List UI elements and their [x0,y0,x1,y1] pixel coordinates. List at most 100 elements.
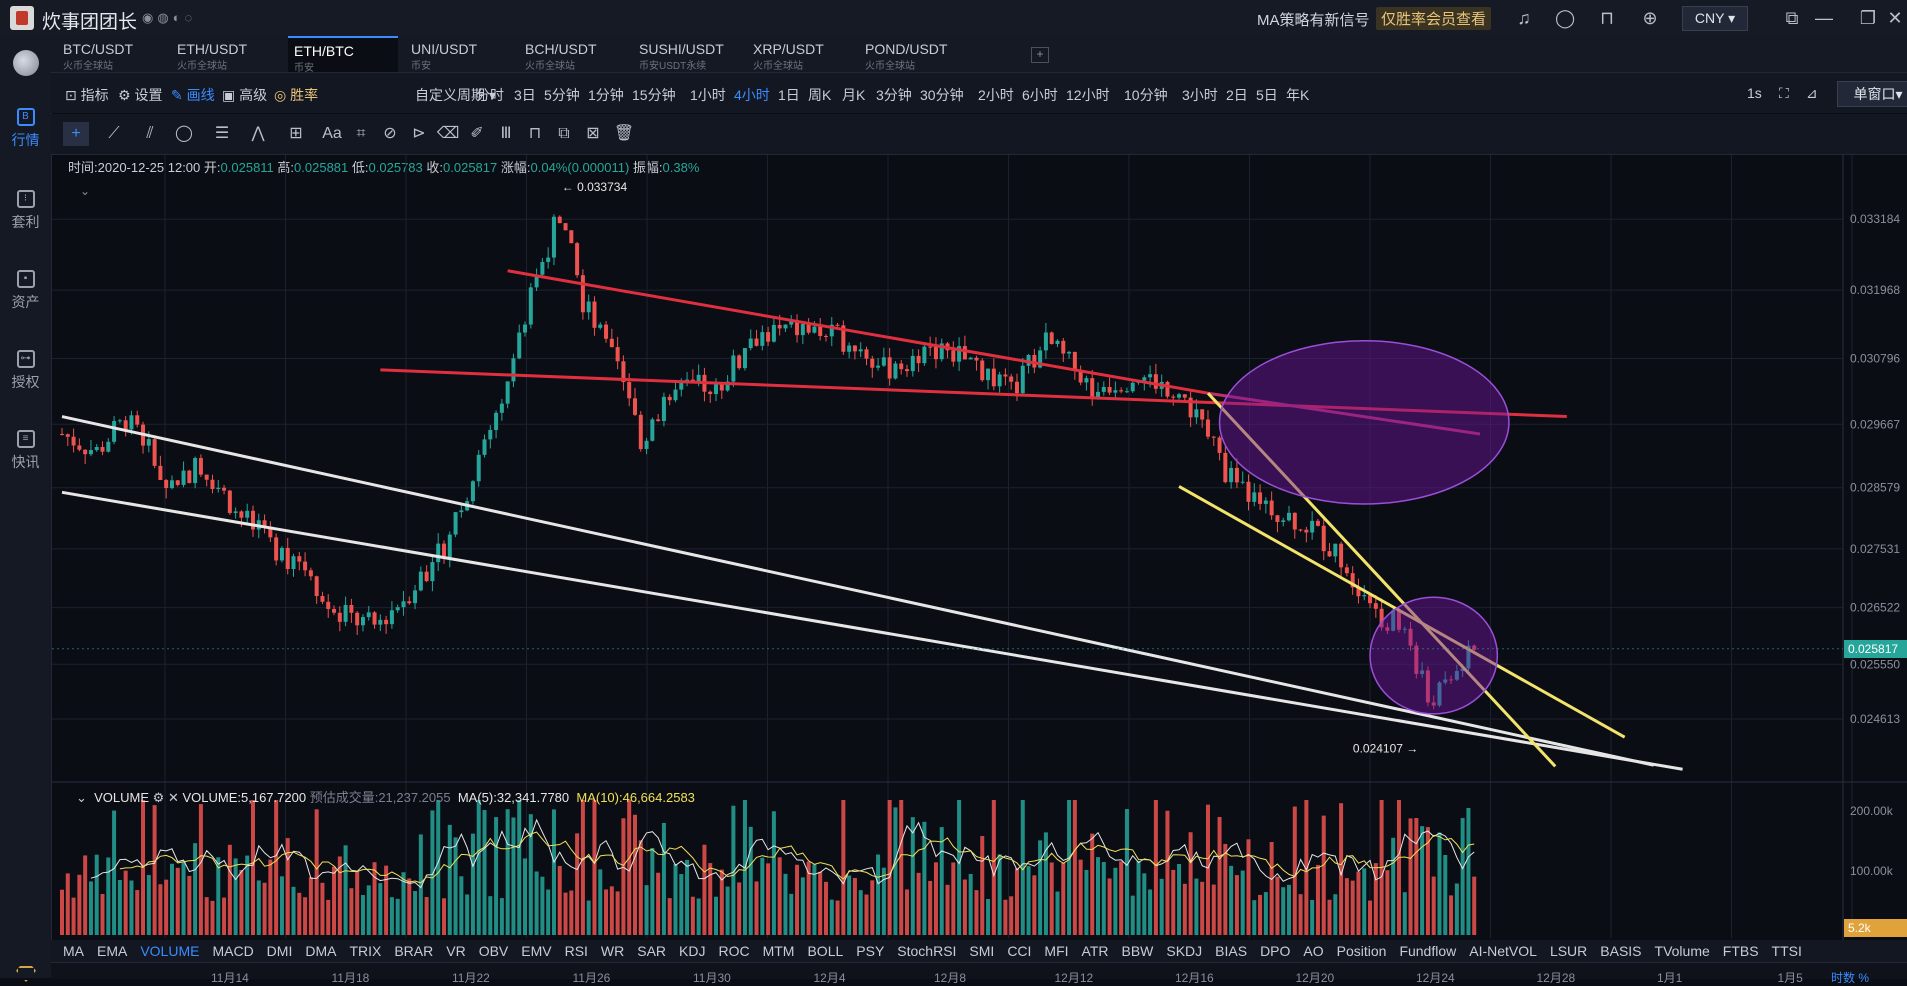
screenshot-icon[interactable]: ⊿ [1806,85,1818,101]
pattern-tool-icon[interactable]: ⌗ [356,125,366,142]
gear-icon[interactable]: ⚙ [152,790,165,805]
indicator-tab-19[interactable]: StochRSI [897,943,957,959]
indicator-tab-28[interactable]: AO [1303,943,1324,959]
measure-tool-icon[interactable]: ⊞ [289,125,303,142]
period-12[interactable]: 2小时 [978,87,1014,103]
indicators-button[interactable]: ⊡ 指标 [65,85,109,105]
indicator-tab-24[interactable]: BBW [1121,943,1154,959]
sidebar-item-news[interactable]: ≡ 快讯 [0,430,51,472]
indicator-tab-35[interactable]: FTBS [1722,943,1759,959]
winrate-button[interactable]: ◎ 胜率 [274,85,318,105]
indicator-tab-5[interactable]: DMA [305,943,337,959]
indicator-tab-22[interactable]: MFI [1044,943,1069,959]
window-mode-select[interactable]: 单窗口▾ [1837,81,1907,107]
bell-icon[interactable]: ♫ [1517,8,1531,28]
period-1[interactable]: 3日 [514,87,536,103]
indicator-tab-12[interactable]: WR [600,943,625,959]
indicator-tab-8[interactable]: VR [446,943,466,959]
period-10[interactable]: 3分钟 [876,87,912,103]
close-icon[interactable]: ✕ [167,790,179,805]
indicator-tab-31[interactable]: AI-NetVOL [1469,943,1537,959]
tab-xrp-usdt[interactable]: XRP/USDT 火币全球站 [747,36,855,72]
magnet-tool-icon[interactable]: ⊘ [383,125,397,142]
indicator-tab-4[interactable]: DMI [266,943,293,959]
sidebar-item-arbitrage[interactable]: ⁝ 套利 [0,190,51,232]
member-view-link[interactable]: 仅胜率会员查看 [1376,7,1492,30]
period-7[interactable]: 1日 [778,87,800,103]
bars-tool-icon[interactable]: Ⅲ [500,125,512,142]
draw-button[interactable]: ✎ 画线 [171,85,215,105]
period-16[interactable]: 3小时 [1182,87,1218,103]
sidebar-item-market[interactable]: B 行情 [0,108,51,150]
eraser-tool-icon[interactable]: ⌫ [436,125,460,142]
chat-icon[interactable]: ◯ [1555,8,1576,28]
indicator-tab-10[interactable]: EMV [521,943,552,959]
indicator-tab-11[interactable]: RSI [564,943,588,959]
tab-btc-usdt[interactable]: BTC/USDT 火币全球站 [57,36,165,72]
sidebar-item-assets[interactable]: ▪ 资产 [0,270,51,312]
period-14[interactable]: 12小时 [1066,87,1110,103]
indicator-tab-21[interactable]: CCI [1007,943,1032,959]
indicator-tab-1[interactable]: EMA [97,943,128,959]
indicator-tab-18[interactable]: PSY [856,943,885,959]
add-tab-button[interactable]: + [1031,47,1049,63]
indicator-tab-16[interactable]: MTM [762,943,795,959]
period-6[interactable]: 4小时 [734,87,770,103]
indicator-tab-34[interactable]: TVolume [1654,943,1710,959]
text-tool-icon[interactable]: Aa [322,125,342,142]
crosshair-tool-icon[interactable]: + [63,122,89,146]
period-19[interactable]: 年K [1286,87,1310,103]
indicator-tab-15[interactable]: ROC [718,943,750,959]
tab-pond-usdt[interactable]: POND/USDT 火币全球站 [859,36,967,72]
period-3[interactable]: 1分钟 [588,87,624,103]
maximize-icon[interactable]: ❐ [1859,8,1877,28]
indicator-tab-3[interactable]: MACD [212,943,254,959]
period-0[interactable]: 分时 [476,87,504,103]
trash-icon[interactable]: 🗑 [613,125,635,142]
trendline-tool-icon[interactable]: ⟋ [108,125,120,142]
tab-bch-usdt[interactable]: BCH/USDT 火币全球站 [519,36,627,72]
tab-uni-usdt[interactable]: UNI/USDT 币安 [405,36,513,72]
indicator-tab-17[interactable]: BOLL [807,943,844,959]
indicator-tab-13[interactable]: SAR [637,943,667,959]
refresh-rate[interactable]: 1s [1747,85,1762,101]
indicator-tab-27[interactable]: DPO [1260,943,1291,959]
indicator-tab-26[interactable]: BIAS [1215,943,1248,959]
minimize-icon[interactable]: — [1815,8,1833,28]
period-18[interactable]: 5日 [1256,87,1278,103]
period-5[interactable]: 1小时 [690,87,726,103]
copy-tool-icon[interactable]: ⧉ [558,125,570,142]
settings-button[interactable]: ⚙ 设置 [118,85,162,105]
indicator-tab-14[interactable]: KDJ [679,943,706,959]
indicator-tab-36[interactable]: TTSI [1771,943,1802,959]
ruler-tool-icon[interactable]: ⊳ [412,125,426,142]
brush-tool-icon[interactable]: ✐ [470,125,484,142]
period-2[interactable]: 5分钟 [544,87,580,103]
period-13[interactable]: 6小时 [1022,87,1058,103]
template-tool-icon[interactable]: ⊠ [586,125,600,142]
period-17[interactable]: 2日 [1226,87,1248,103]
period-8[interactable]: 周K [808,87,832,103]
period-9[interactable]: 月K [842,87,866,103]
close-icon[interactable]: ✕ [1887,8,1903,28]
indicator-tab-20[interactable]: SMI [969,943,995,959]
period-11[interactable]: 30分钟 [920,87,964,103]
indicator-tab-23[interactable]: ATR [1081,943,1109,959]
advanced-button[interactable]: ▣ 高级 [222,85,267,105]
lock-tool-icon[interactable]: ⊓ [528,125,542,142]
indicator-tab-7[interactable]: BRAR [394,943,434,959]
tab-eth-btc[interactable]: ETH/BTC 币安 [288,36,398,74]
indicator-tab-2[interactable]: VOLUME [140,943,200,959]
tab-eth-usdt[interactable]: ETH/USDT 火币全球站 [171,36,279,72]
wave-tool-icon[interactable]: ⋀ [251,125,265,142]
indicator-tab-9[interactable]: OBV [478,943,509,959]
collapse-chevron-icon[interactable]: ⌄ [76,790,87,805]
fibonacci-tool-icon[interactable]: ☰ [214,125,230,142]
tab-sushi-usdt[interactable]: SUSHI/USDT 币安USDT永续 [633,36,745,72]
indicator-tab-0[interactable]: MA [63,943,84,959]
indicator-tab-29[interactable]: Position [1336,943,1387,959]
indicator-tab-6[interactable]: TRIX [349,943,382,959]
popout-icon[interactable]: ⧉ [1785,8,1799,28]
indicator-tab-32[interactable]: LSUR [1549,943,1588,959]
sidebar-item-authorize[interactable]: ⊶ 授权 [0,350,51,392]
